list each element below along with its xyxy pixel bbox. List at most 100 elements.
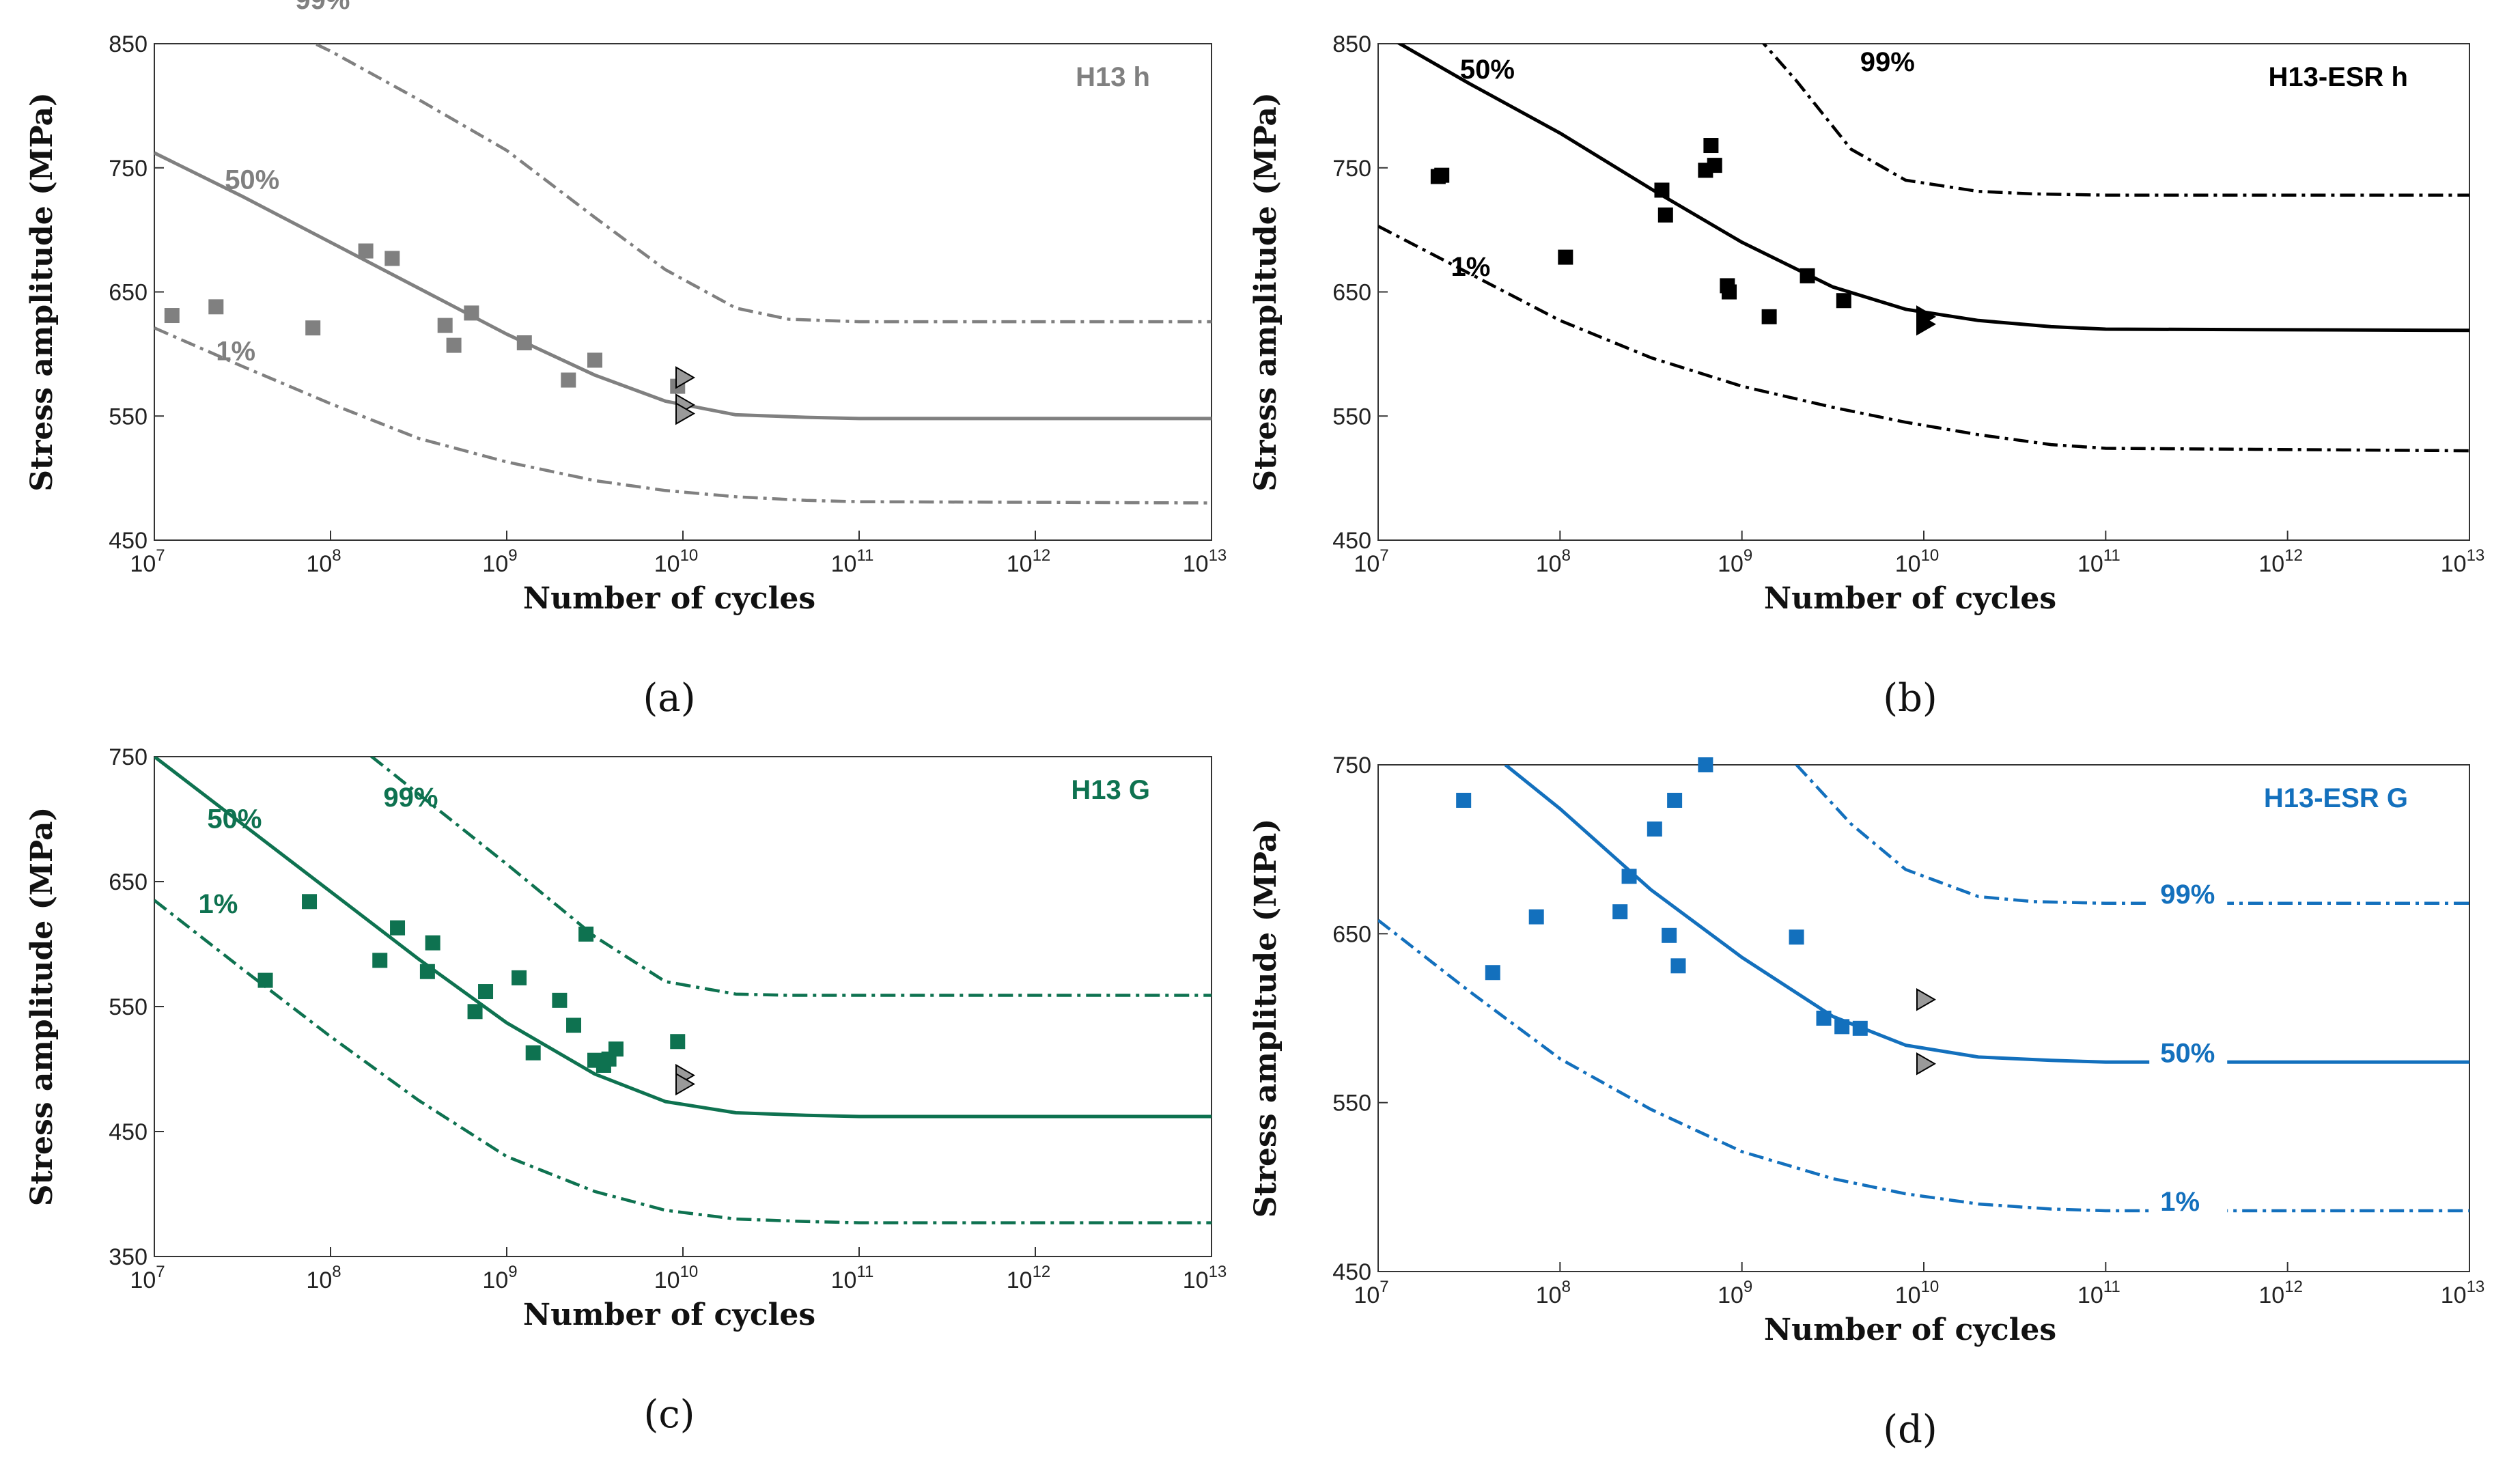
x-tick-label: 1013 [2441, 1278, 2485, 1308]
x-tick-exponent: 8 [1562, 546, 1571, 565]
failure-point [164, 308, 180, 324]
curve-50pct [1396, 44, 2469, 333]
x-tick-base: 10 [2258, 1282, 2284, 1308]
curve-label-bg [2149, 1039, 2228, 1071]
failure-point [1707, 158, 1722, 173]
x-tick-exponent: 13 [2467, 546, 2485, 565]
x-tick-base: 10 [306, 551, 332, 577]
x-tick-label: 1012 [1007, 1263, 1051, 1293]
plot-area-a [154, 43, 1212, 541]
failure-point [478, 984, 494, 1000]
panel-label: (a) [643, 676, 695, 720]
y-tick-label: 550 [109, 994, 148, 1020]
x-tick-label: 1013 [2441, 546, 2485, 577]
failure-point [578, 926, 594, 942]
x-tick-label: 1012 [2258, 546, 2303, 577]
y-tick-label: 450 [1332, 1259, 1371, 1285]
y-axis-title: Stress amplitude (MPa) [1248, 819, 1283, 1218]
failure-point [561, 372, 576, 388]
x-tick-label: 109 [482, 546, 517, 577]
failure-point [1662, 927, 1677, 943]
x-tick-exponent: 11 [2103, 546, 2120, 565]
x-tick-base: 10 [1895, 1282, 1921, 1308]
curve-99pct [311, 44, 1212, 324]
x-tick-exponent: 9 [508, 546, 517, 565]
failure-point [464, 305, 479, 321]
failure-point [419, 964, 435, 979]
failure-point [425, 935, 440, 951]
x-tick-exponent: 9 [508, 1263, 517, 1281]
x-tick-base: 10 [482, 1267, 508, 1293]
x-tick-label: 1011 [2077, 1278, 2120, 1308]
y-tick-label: 650 [109, 280, 148, 306]
x-tick-base: 10 [1536, 1282, 1562, 1308]
x-tick-exponent: 11 [856, 546, 873, 565]
x-tick-exponent: 7 [1380, 1278, 1388, 1296]
failure-point [1456, 792, 1472, 808]
x-tick-label: 1010 [1895, 1278, 1940, 1308]
failure-point [608, 1041, 624, 1057]
x-tick-label: 107 [130, 546, 165, 577]
x-tick-base: 10 [1718, 1282, 1744, 1308]
failure-point [587, 352, 602, 368]
x-tick-label: 109 [1718, 1278, 1752, 1308]
failure-point [208, 299, 224, 315]
failure-point [1667, 792, 1683, 808]
x-tick-exponent: 12 [2284, 546, 2303, 565]
x-tick-base: 10 [831, 1267, 857, 1293]
series-tag: H13 h [1076, 62, 1150, 92]
curve-label-1pct: 1% [216, 336, 255, 366]
x-tick-label: 1010 [1895, 546, 1940, 577]
curve-label-50pct: 50% [1460, 55, 1515, 85]
curves-c [154, 757, 1212, 1224]
x-tick-base: 10 [831, 551, 857, 577]
y-axis-title: Stress amplitude (MPa) [25, 807, 59, 1207]
x-tick-base: 10 [2077, 551, 2103, 577]
series-tag: H13-ESR h [2269, 62, 2409, 92]
curve-label-99pct: 99% [383, 783, 438, 813]
failure-point [1761, 309, 1777, 324]
runout-point [675, 366, 696, 389]
failure-point [1528, 909, 1544, 925]
runout-point [1916, 1052, 1937, 1076]
failure-point [372, 953, 388, 968]
x-axis-title: Number of cycles [1764, 581, 2056, 616]
runout-point [675, 1072, 696, 1096]
y-tick-label: 850 [1332, 31, 1371, 57]
x-tick-base: 10 [1354, 1282, 1380, 1308]
x-tick-base: 10 [1895, 551, 1921, 577]
x-tick-exponent: 10 [1921, 1278, 1940, 1296]
curve-label-99pct: 99% [295, 0, 350, 15]
y-tick-label: 650 [1332, 921, 1371, 947]
x-axis-title: Number of cycles [523, 1297, 815, 1332]
x-tick-base: 10 [1007, 551, 1033, 577]
panel-label: (d) [1883, 1407, 1937, 1452]
x-tick-exponent: 13 [1209, 546, 1227, 565]
runout-point [675, 402, 696, 425]
x-tick-exponent: 12 [1033, 546, 1051, 565]
x-tick-exponent: 12 [1033, 1263, 1051, 1281]
failure-point [566, 1017, 582, 1033]
panel-label: (c) [643, 1392, 695, 1437]
failure-point [302, 894, 318, 910]
x-tick-base: 10 [130, 551, 156, 577]
y-axis-title: Stress amplitude (MPa) [1248, 92, 1283, 492]
x-tick-exponent: 8 [332, 1263, 341, 1281]
failure-point [1722, 284, 1737, 300]
y-tick-label: 450 [109, 1119, 148, 1145]
failure-point [1657, 207, 1673, 223]
curve-1pct [154, 899, 1212, 1224]
x-tick-label: 109 [1718, 546, 1752, 577]
x-tick-base: 10 [306, 1267, 332, 1293]
failure-point [1647, 821, 1662, 837]
failure-point [1834, 1019, 1850, 1035]
x-tick-exponent: 13 [2467, 1278, 2485, 1296]
x-tick-label: 1012 [2258, 1278, 2303, 1308]
x-axis-title: Number of cycles [1764, 1312, 2056, 1347]
x-tick-base: 10 [2258, 551, 2284, 577]
curve-1pct [154, 326, 1212, 505]
runout-point [1916, 313, 1937, 336]
curves-b [1378, 44, 2469, 453]
